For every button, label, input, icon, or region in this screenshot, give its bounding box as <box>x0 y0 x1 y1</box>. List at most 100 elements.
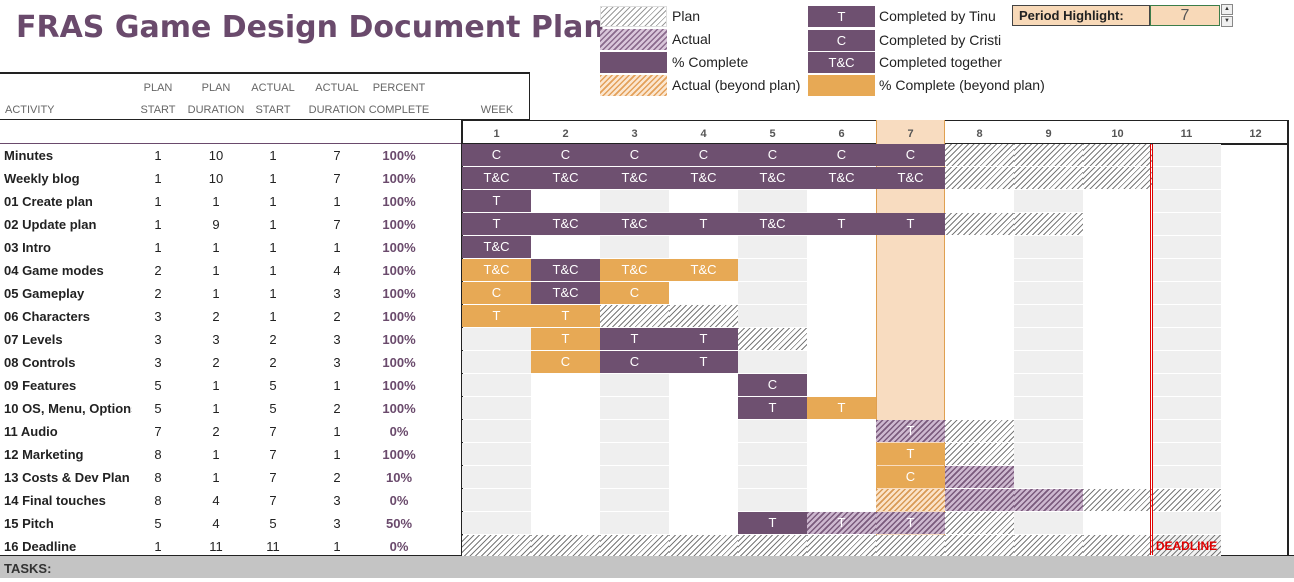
cell-actual-start: 1 <box>269 171 277 186</box>
cell-plan-start: 5 <box>154 516 162 531</box>
cell-percent: 10% <box>385 470 413 485</box>
week-header-10: 10 <box>1111 128 1124 140</box>
week-bg-cell <box>462 328 531 350</box>
header-activity: ACTIVITY <box>5 104 55 116</box>
gantt-cell: T&C <box>600 167 669 189</box>
gantt-cell <box>945 167 1014 189</box>
cell-actual-duration: 1 <box>333 424 341 439</box>
gantt-cell <box>600 535 669 557</box>
week-bg-cell <box>1014 259 1083 281</box>
gantt-cell: T&C <box>669 167 738 189</box>
cell-percent: 100% <box>382 194 416 209</box>
cell-actual-duration: 2 <box>333 309 341 324</box>
header-plan-duration-2: DURATION <box>187 104 245 116</box>
cell-percent: 100% <box>382 447 416 462</box>
activity-left-bottom-line <box>0 143 462 144</box>
spin-down-icon[interactable]: ▼ <box>1221 16 1233 27</box>
cell-percent: 100% <box>382 217 416 232</box>
spin-up-icon[interactable]: ▲ <box>1221 4 1233 15</box>
page-title: FRAS Game Design Document Plan <box>16 10 605 45</box>
header-bottom-line <box>0 119 530 120</box>
week-bg-cell <box>600 190 669 212</box>
cell-actual-start: 7 <box>269 470 277 485</box>
gantt-cell: T&C <box>462 167 531 189</box>
gantt-cell <box>945 466 1014 488</box>
gantt-cell <box>876 489 945 511</box>
cell-name: 07 Levels <box>4 332 63 347</box>
gantt-cell: C <box>600 144 669 166</box>
legend-cristi-label: Completed by Cristi <box>879 32 1002 48</box>
week-bg-cell <box>1152 374 1221 396</box>
week-header-5: 5 <box>769 128 776 140</box>
week-bg-cell <box>1152 443 1221 465</box>
cell-name: 16 Deadline <box>4 539 77 554</box>
cell-actual-duration: 4 <box>333 263 341 278</box>
cell-plan-duration: 3 <box>212 332 220 347</box>
gantt-cell <box>945 443 1014 465</box>
gantt-cell <box>1152 489 1221 511</box>
legend-tinu-swatch: T <box>808 6 875 27</box>
gantt-cell: T <box>531 328 600 350</box>
week-bg-cell <box>738 236 807 258</box>
cell-plan-start: 3 <box>154 309 162 324</box>
legend-cristi-swatch: C <box>808 30 875 51</box>
cell-name: 09 Features <box>4 378 77 393</box>
week-bg-cell <box>462 443 531 465</box>
week-bg-cell <box>738 443 807 465</box>
gantt-cell: T&C <box>738 213 807 235</box>
cell-actual-start: 2 <box>269 332 277 347</box>
period-highlight-label: Period Highlight: <box>1012 5 1150 26</box>
cell-percent: 100% <box>382 309 416 324</box>
week-bg-cell <box>1152 213 1221 235</box>
cell-plan-duration: 1 <box>212 263 220 278</box>
cell-actual-start: 5 <box>269 401 277 416</box>
cell-plan-start: 8 <box>154 470 162 485</box>
cell-actual-start: 1 <box>269 148 277 163</box>
gantt-cell <box>876 535 945 557</box>
legend-together-swatch: T&C <box>808 52 875 73</box>
gantt-cell: T <box>807 397 876 419</box>
gantt-cell: T <box>669 351 738 373</box>
cell-actual-start: 1 <box>269 286 277 301</box>
week-bg-cell <box>1014 466 1083 488</box>
deadline-line <box>1150 144 1153 555</box>
period-highlight-input[interactable]: 7 <box>1150 5 1220 26</box>
week-header-3: 3 <box>631 128 638 140</box>
cell-plan-duration: 1 <box>212 470 220 485</box>
legend-beyond-swatch <box>600 75 667 96</box>
week-bg-cell <box>600 397 669 419</box>
week-bg-cell <box>1152 328 1221 350</box>
gantt-cell <box>738 535 807 557</box>
gantt-cell: T <box>738 397 807 419</box>
cell-actual-start: 5 <box>269 378 277 393</box>
week-bg-cell <box>1014 328 1083 350</box>
gantt-cell <box>462 535 531 557</box>
gantt-cell: T <box>807 213 876 235</box>
cell-actual-duration: 7 <box>333 148 341 163</box>
period-highlight-spinner[interactable]: ▲ ▼ <box>1221 4 1233 28</box>
cell-plan-start: 1 <box>154 148 162 163</box>
gantt-cell: T <box>462 213 531 235</box>
cell-percent: 100% <box>382 286 416 301</box>
header-actual-duration-1: ACTUAL <box>315 82 359 94</box>
legend-percent-label: % Complete <box>672 54 749 70</box>
gantt-cell: T <box>462 190 531 212</box>
cell-plan-start: 3 <box>154 332 162 347</box>
gantt-cell: T <box>876 443 945 465</box>
cell-actual-duration: 2 <box>333 401 341 416</box>
gantt-cell: T&C <box>531 213 600 235</box>
gantt-cell: T&C <box>876 167 945 189</box>
week-bg-cell <box>738 351 807 373</box>
cell-percent: 0% <box>389 493 409 508</box>
cell-plan-start: 8 <box>154 447 162 462</box>
cell-actual-duration: 1 <box>333 240 341 255</box>
cell-actual-duration: 3 <box>333 493 341 508</box>
gantt-cell: C <box>807 144 876 166</box>
cell-actual-start: 5 <box>269 516 277 531</box>
week-bg-cell <box>738 305 807 327</box>
gantt-cell: C <box>600 351 669 373</box>
week-bg-cell <box>462 466 531 488</box>
header-plan-start-1: PLAN <box>143 82 173 94</box>
gantt-cell: C <box>462 144 531 166</box>
week-bg-cell <box>462 512 531 534</box>
